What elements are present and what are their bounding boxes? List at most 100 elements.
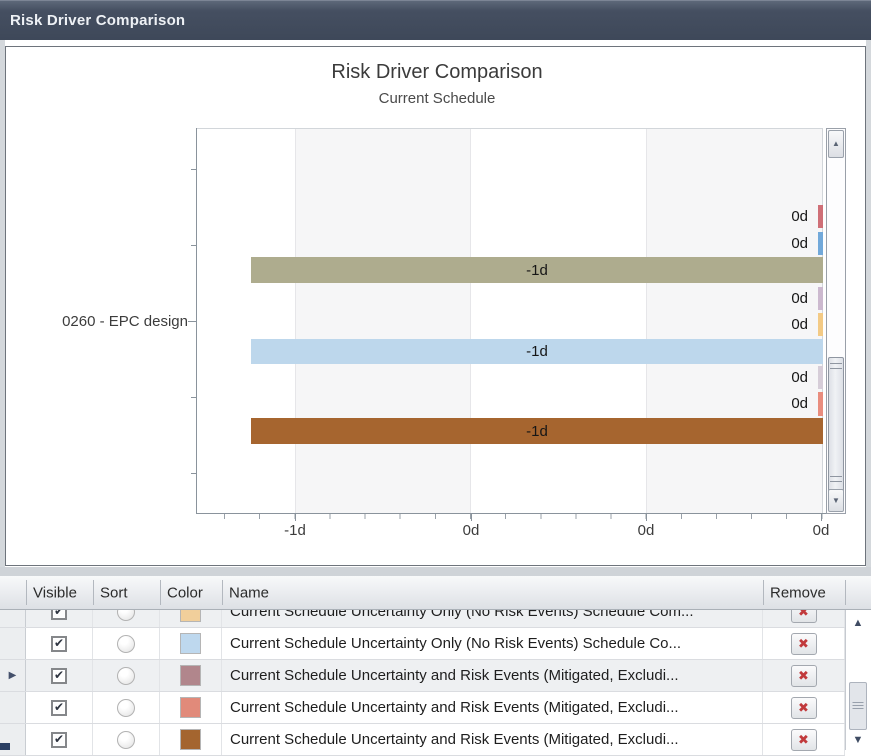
remove-x-icon: ✖ [798,610,809,619]
right-margin [866,40,871,567]
remove-button[interactable]: ✖ [790,632,817,655]
table-scrollbar-thumb[interactable] [849,682,867,730]
header-visible[interactable]: Visible [26,580,94,605]
x-tick-label: 0d [637,522,655,539]
table-row[interactable]: ✔ Current Schedule Uncertainty Only (No … [0,628,845,660]
visible-checkbox[interactable]: ✔ [51,610,67,620]
header-sort[interactable]: Sort [93,580,161,605]
y-axis-category-label: 0260 - EPC design [62,313,188,330]
bar-value-label: 0d [791,235,808,252]
table-header: Visible Sort Color Name Remove [0,576,871,610]
header-sort-label: Sort [100,584,128,601]
header-visible-label: Visible [33,584,77,601]
sort-radio[interactable] [117,610,135,621]
sort-radio[interactable] [117,634,135,653]
visible-checkbox[interactable]: ✔ [51,667,67,684]
bar-value-label: -1d [526,422,548,440]
bar-series-6: -1d [251,339,823,364]
chart-scroll-up-button[interactable]: ▲ [828,130,844,158]
visible-checkbox[interactable]: ✔ [51,699,67,716]
header-color[interactable]: Color [160,580,223,605]
chart-title: Risk Driver Comparison [331,61,543,83]
table-scroll-up-icon[interactable]: ▲ [852,617,864,629]
current-row-indicator-icon: ▶ [8,670,17,681]
table-row[interactable]: ✔ Current Schedule Uncertainty and Risk … [0,724,845,756]
x-tick-major [471,514,472,521]
x-tick-major [821,514,822,521]
grid-band [295,128,471,513]
chart-subtitle: Current Schedule [378,90,496,107]
y-tick [191,245,196,246]
x-tick-major [646,514,647,521]
chart-scroll-down-button[interactable]: ▼ [828,489,844,512]
scroll-up-icon: ▲ [832,139,840,148]
bar-series-3: -1d [251,257,823,283]
table-scrollbar[interactable]: ▲ ▼ [846,612,870,750]
header-color-label: Color [167,584,203,601]
row-indicator-cell: ▶ [0,660,26,691]
scroll-down-icon: ▼ [832,495,840,505]
row-name: Current Schedule Uncertainty and Risk Ev… [230,731,679,748]
y-tick [191,473,196,474]
panel-divider [0,567,871,576]
left-margin [0,40,5,567]
table-row[interactable]: ✔ Current Schedule Uncertainty and Risk … [0,692,845,724]
row-name: Current Schedule Uncertainty and Risk Ev… [230,667,679,684]
x-tick-label: 0d [812,522,830,539]
visible-checkbox[interactable]: ✔ [51,635,67,652]
remove-x-icon: ✖ [798,636,809,651]
row-name: Current Schedule Uncertainty Only (No Ri… [230,610,694,620]
table-row[interactable]: ✔ Current Schedule Uncertainty Only (No … [0,610,845,628]
check-icon: ✔ [53,636,65,650]
remove-x-icon: ✖ [798,668,809,683]
thumb-resize-grip-bottom[interactable] [830,476,842,482]
plot-top-border [196,128,823,129]
remove-button[interactable]: ✖ [790,664,817,687]
bar-series-5 [818,313,823,336]
color-swatch[interactable] [180,729,201,750]
check-icon: ✔ [53,668,65,682]
chart-scrollbar-thumb[interactable] [828,357,844,492]
x-tick-major [295,514,296,521]
remove-button[interactable]: ✖ [790,728,817,751]
header-indicator-cell [0,580,27,605]
remove-x-icon: ✖ [798,732,809,747]
remove-button[interactable]: ✖ [790,610,817,623]
check-icon: ✔ [53,732,65,746]
thumb-resize-grip-top[interactable] [830,363,842,369]
window-title-bar: Risk Driver Comparison [0,0,871,40]
row-name: Current Schedule Uncertainty Only (No Ri… [230,635,682,652]
color-swatch[interactable] [180,665,201,686]
grid-band [646,128,822,513]
table-scroll-down-icon[interactable]: ▼ [852,734,864,746]
x-tick-label: -1d [284,522,306,539]
sort-radio[interactable] [117,666,135,685]
check-icon: ✔ [53,610,65,618]
bar-series-1 [818,205,823,228]
bar-series-2 [818,232,823,255]
y-axis-line [196,128,197,514]
x-axis-line [196,513,846,514]
color-swatch[interactable] [180,697,201,718]
header-name[interactable]: Name [222,580,764,605]
table-row-clipped: ✔ Current Schedule Uncertainty Only (No … [0,610,845,628]
x-tick-label: 0d [462,522,480,539]
color-swatch[interactable] [180,633,201,654]
color-swatch[interactable] [180,610,201,622]
check-icon: ✔ [53,700,65,714]
visible-checkbox[interactable]: ✔ [51,731,67,748]
thumb-grip [852,702,864,710]
bottom-left-corner-chip [0,743,10,750]
remove-button[interactable]: ✖ [790,696,817,719]
bar-value-label: 0d [791,290,808,307]
header-remove[interactable]: Remove [763,580,846,605]
header-name-label: Name [229,584,270,601]
window-title: Risk Driver Comparison [10,12,186,29]
table-row-current[interactable]: ▶ ✔ Current Schedule Uncertainty and Ris… [0,660,845,692]
sort-radio[interactable] [117,698,135,717]
sort-radio[interactable] [117,730,135,749]
chart-scrollbar[interactable]: ▲ ▼ [826,128,846,514]
bar-value-label: 0d [791,369,808,386]
bar-value-label: 0d [791,316,808,333]
y-tick-major [188,321,196,322]
